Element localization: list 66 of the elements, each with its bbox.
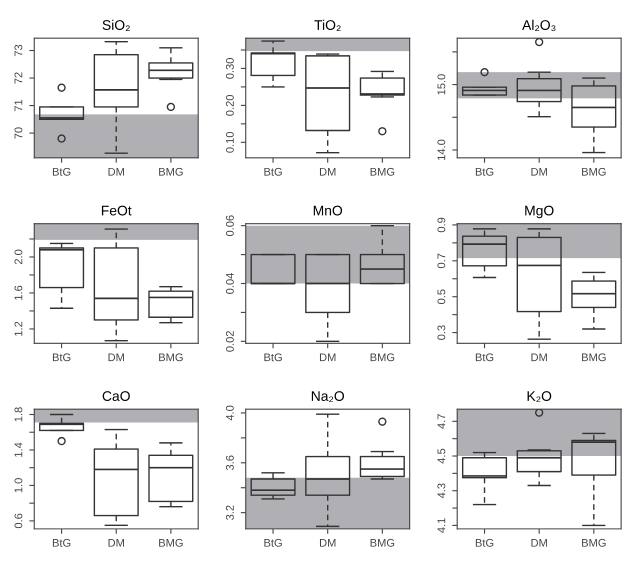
chart-title: FeOt — [102, 206, 132, 216]
y-tick-label: 15.0 — [437, 74, 446, 95]
y-tick-label: 0.9 — [437, 218, 446, 232]
x-tick-label: BMG — [159, 168, 183, 176]
y-tick-label: 0.20 — [226, 95, 234, 116]
x-tick-label: BMG — [159, 538, 183, 547]
y-tick-label: 0.04 — [226, 273, 234, 294]
x-tick-label: BMG — [370, 353, 394, 362]
chart-title: K₂O — [528, 391, 552, 402]
y-tick-label: 3.2 — [226, 505, 234, 520]
x-tick-label: DM — [108, 539, 124, 547]
y-tick-label: 0.5 — [437, 289, 446, 304]
x-tick-label: BMG — [582, 353, 606, 362]
y-tick-label: 2.0 — [14, 250, 22, 264]
y-tick-label: 0.30 — [226, 58, 234, 79]
x-tick-label: BMG — [582, 168, 606, 176]
y-tick-label: 1.8 — [14, 407, 22, 422]
y-tick-label: 1.0 — [14, 478, 22, 492]
y-tick-label: 4.5 — [438, 448, 446, 464]
chart-title: MgO — [525, 206, 554, 218]
y-tick-label: 0.3 — [437, 325, 446, 340]
y-tick-label: 3.6 — [226, 456, 234, 470]
chart-title: MnO — [314, 206, 342, 216]
x-tick-label: BMG — [582, 538, 606, 547]
y-tick-label: 0.06 — [226, 215, 234, 236]
x-tick-label: BtG — [264, 353, 282, 362]
y-tick-label: 70 — [14, 127, 22, 139]
x-tick-label: DM — [531, 168, 547, 176]
y-tick-label: 1.2 — [14, 322, 22, 336]
y-tick-label: 1.4 — [14, 442, 22, 457]
x-tick-label: BMG — [370, 168, 394, 176]
y-tick-label: 4.1 — [438, 518, 446, 533]
chart-title: TiO₂ — [314, 20, 341, 31]
x-tick-label: DM — [531, 539, 547, 547]
x-tick-label: DM — [320, 353, 336, 362]
x-tick-label: DM — [320, 168, 336, 176]
x-tick-label: BMG — [159, 353, 183, 362]
y-tick-label: 71 — [14, 100, 22, 112]
y-tick-label: 0.02 — [226, 331, 234, 352]
x-tick-label: BMG — [370, 538, 394, 547]
y-tick-label: 4.3 — [437, 483, 446, 498]
y-tick-label: 73 — [14, 44, 22, 56]
x-tick-label: BtG — [52, 353, 70, 362]
x-tick-label: BtG — [52, 538, 70, 547]
chart-title: CaO — [102, 391, 130, 401]
y-tick-label: 4.7 — [438, 414, 446, 429]
x-tick-label: DM — [531, 353, 547, 362]
y-tick-label: 1.6 — [14, 286, 22, 300]
x-tick-label: DM — [108, 353, 124, 362]
y-tick-label: 0.6 — [14, 514, 22, 528]
chart-title: Na₂O — [312, 391, 344, 402]
x-tick-label: BtG — [476, 353, 494, 362]
x-tick-label: BtG — [52, 168, 70, 176]
y-tick-label: 14.0 — [437, 140, 446, 160]
x-tick-label: BtG — [476, 168, 494, 176]
x-tick-label: BtG — [476, 538, 494, 547]
chart-title: Al₂O₃ — [522, 20, 556, 32]
x-tick-label: BtG — [264, 538, 282, 547]
y-tick-label: 72 — [14, 72, 22, 84]
y-tick-label: 0.7 — [437, 254, 446, 268]
y-tick-label: 0.10 — [226, 132, 234, 153]
y-tick-label: 4.0 — [226, 406, 234, 420]
chart-title: SiO₂ — [102, 20, 130, 31]
x-tick-label: DM — [108, 168, 124, 176]
x-tick-label: BtG — [264, 168, 282, 176]
x-tick-label: DM — [320, 539, 336, 547]
